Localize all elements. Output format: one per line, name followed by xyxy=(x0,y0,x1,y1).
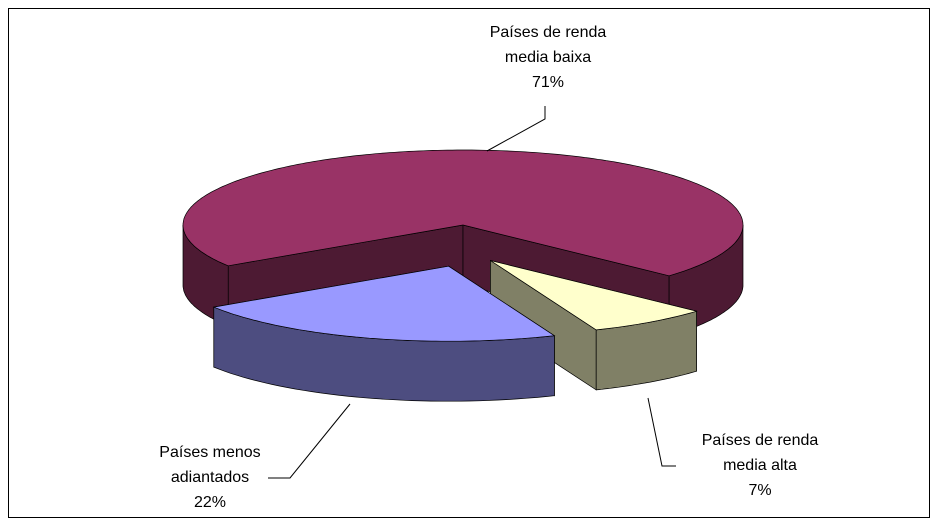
category-label: Países de renda media alta xyxy=(701,432,819,474)
leader-line xyxy=(647,397,676,467)
slice xyxy=(490,259,698,391)
leader-line xyxy=(268,403,351,479)
category-label: Países menos adiantados xyxy=(159,444,261,486)
slice xyxy=(212,265,556,402)
slice-label: Países menos adiantados 22% xyxy=(135,440,285,515)
value-label: 22% xyxy=(193,494,227,511)
leader-line xyxy=(486,106,546,152)
value-label: 7% xyxy=(748,482,772,499)
category-label: Países de renda media baixa xyxy=(489,24,607,66)
slice-top xyxy=(490,260,698,331)
slice-top xyxy=(182,149,744,277)
slice-label: Países de renda media alta 7% xyxy=(685,428,835,503)
slice-label: Países de renda media baixa 71% xyxy=(473,20,623,95)
slice-top xyxy=(212,265,556,342)
pie xyxy=(182,149,744,402)
value-label: 71% xyxy=(531,74,565,91)
